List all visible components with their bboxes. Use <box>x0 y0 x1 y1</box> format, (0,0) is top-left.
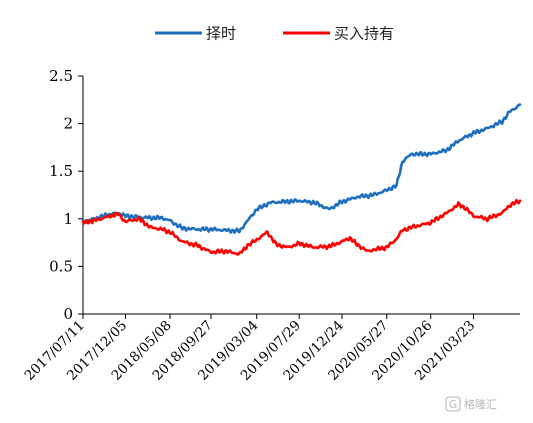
watermark: G 格隆汇 <box>445 396 497 412</box>
axes: 00.511.522.52017/07/112017/12/052018/05/… <box>21 67 520 384</box>
y-tick-label: 1.5 <box>49 162 73 180</box>
legend-label: 择时 <box>206 25 236 43</box>
y-tick-label: 2.5 <box>49 67 73 85</box>
legend: 择时 买入持有 <box>155 25 394 43</box>
series-line-timing <box>81 103 522 234</box>
y-tick-label: 1 <box>63 210 73 228</box>
y-tick-label: 2 <box>63 115 73 133</box>
y-tick-label: 0 <box>63 305 73 323</box>
series-group <box>81 103 522 256</box>
watermark-logo-icon <box>445 396 461 412</box>
y-tick-label: 0.5 <box>49 257 73 275</box>
watermark-text: 格隆汇 <box>464 397 497 411</box>
legend-label: 买入持有 <box>334 25 394 43</box>
series-line-buy-and-hold <box>81 198 522 256</box>
watermark-logo-letter: G <box>449 398 458 411</box>
